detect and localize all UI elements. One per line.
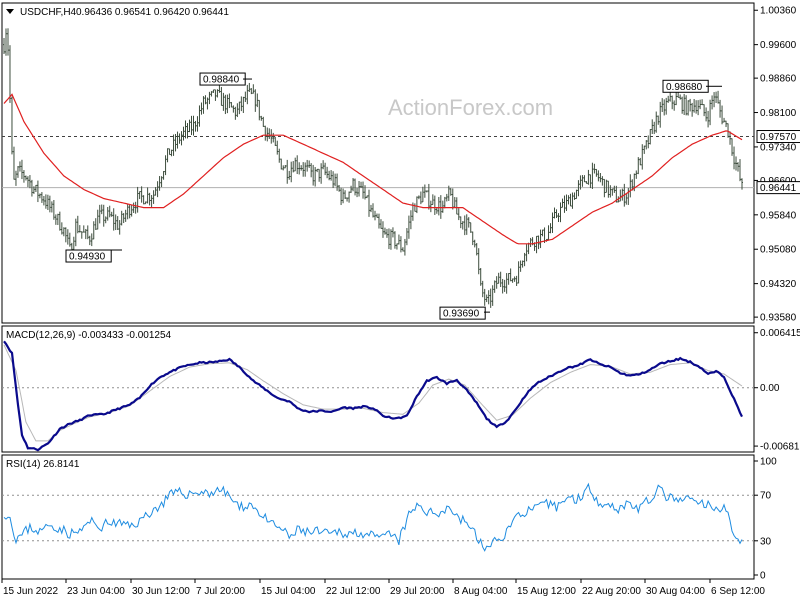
- price-header-ohlc: 0.96436 0.96541 0.96420 0.96441: [76, 7, 229, 18]
- rsi-y-axis: 100 70 30 0: [2, 457, 777, 582]
- x-tick-label: 30 Aug 04:00: [646, 586, 705, 597]
- price-tick-label: 0.93580: [760, 313, 797, 324]
- rsi-tick-label: 100: [760, 457, 777, 468]
- current-price-annotation-box: [756, 181, 800, 195]
- price-header-symbol: USDCHF,H4: [20, 7, 77, 18]
- x-tick-label: 15 Jul 04:00: [261, 586, 316, 597]
- rsi-tick-label: 0: [760, 571, 766, 582]
- price-panel: ActionForex.com USDCHF,H4 0.96436 0.9654…: [1, 2, 800, 324]
- x-axis: 15 Jun 2022 23 Jun 04:00 30 Jun 12:00 7 Jul…: [1, 579, 765, 597]
- x-tick-label: 7 Jul 20:00: [196, 586, 245, 597]
- price-tick-label: 0.99600: [760, 40, 797, 51]
- macd-y-axis: 0.006415 0.00 -0.00681: [2, 328, 800, 453]
- x-tick-label: 15 Jun 2022: [3, 586, 58, 597]
- low2-annotation-box: [439, 306, 486, 320]
- macd-tick-label: -0.00681: [760, 442, 800, 453]
- rsi-tick-label: 70: [760, 491, 772, 502]
- rsi-panel: RSI(14) 26.8141 100 70 30 0: [1, 454, 777, 582]
- x-tick-label: 29 Jul 20:00: [390, 586, 445, 597]
- price-tick-label: 0.98100: [760, 108, 797, 119]
- candle-bars: [3, 28, 743, 308]
- current-price-annotation-label: 0.96441: [760, 183, 797, 194]
- level-annotation-label: 0.97570: [760, 132, 797, 143]
- macd-tick-label: 0.006415: [760, 328, 800, 339]
- macd-header: MACD(12,26,9) -0.003433 -0.001254: [6, 330, 172, 341]
- price-panel-frame: [1, 2, 755, 324]
- rsi-panel-frame: [1, 454, 755, 580]
- x-tick-label: 22 Jul 12:00: [326, 586, 381, 597]
- rsi-tick-label: 30: [760, 536, 772, 547]
- low1-annotation-label: 0.94930: [69, 252, 106, 263]
- macd-tick-label: 0.00: [760, 383, 780, 394]
- low2-annotation-label: 0.93690: [443, 309, 480, 320]
- x-tick-label: 15 Aug 12:00: [517, 586, 576, 597]
- high2-annotation-label: 0.98680: [666, 82, 703, 93]
- price-tick-label: 0.97340: [760, 142, 797, 153]
- macd-line: [3, 340, 743, 452]
- x-tick-label: 8 Aug 04:00: [454, 586, 508, 597]
- price-tick-label: 0.95080: [760, 245, 797, 256]
- price-tick-label: 0.98860: [760, 74, 797, 85]
- price-tick-label: 0.94320: [760, 279, 797, 290]
- price-tick-label: 0.95840: [760, 210, 797, 221]
- rsi-line: [3, 482, 743, 552]
- x-tick-label: 6 Sep 12:00: [711, 586, 765, 597]
- x-tick-label: 30 Jun 12:00: [132, 586, 190, 597]
- watermark: ActionForex.com: [388, 95, 553, 120]
- moving-average-line: [3, 93, 743, 245]
- price-tick-label: 1.00360: [760, 6, 797, 17]
- price-annotations: 0.98840 0.94930 0.93690 0.98680 0.97570 0.964…: [65, 72, 800, 320]
- high1-annotation-label: 0.98840: [203, 75, 240, 86]
- macd-panel-frame: [1, 325, 755, 453]
- level-annotation-box: [756, 130, 800, 144]
- x-tick-label: 23 Jun 04:00: [67, 586, 125, 597]
- rsi-header: RSI(14) 26.8141: [6, 459, 80, 470]
- x-tick-label: 22 Aug 20:00: [582, 586, 641, 597]
- header-triangle-icon: [6, 9, 14, 14]
- macd-panel: MACD(12,26,9) -0.003433 -0.001254 0.0064…: [1, 325, 800, 453]
